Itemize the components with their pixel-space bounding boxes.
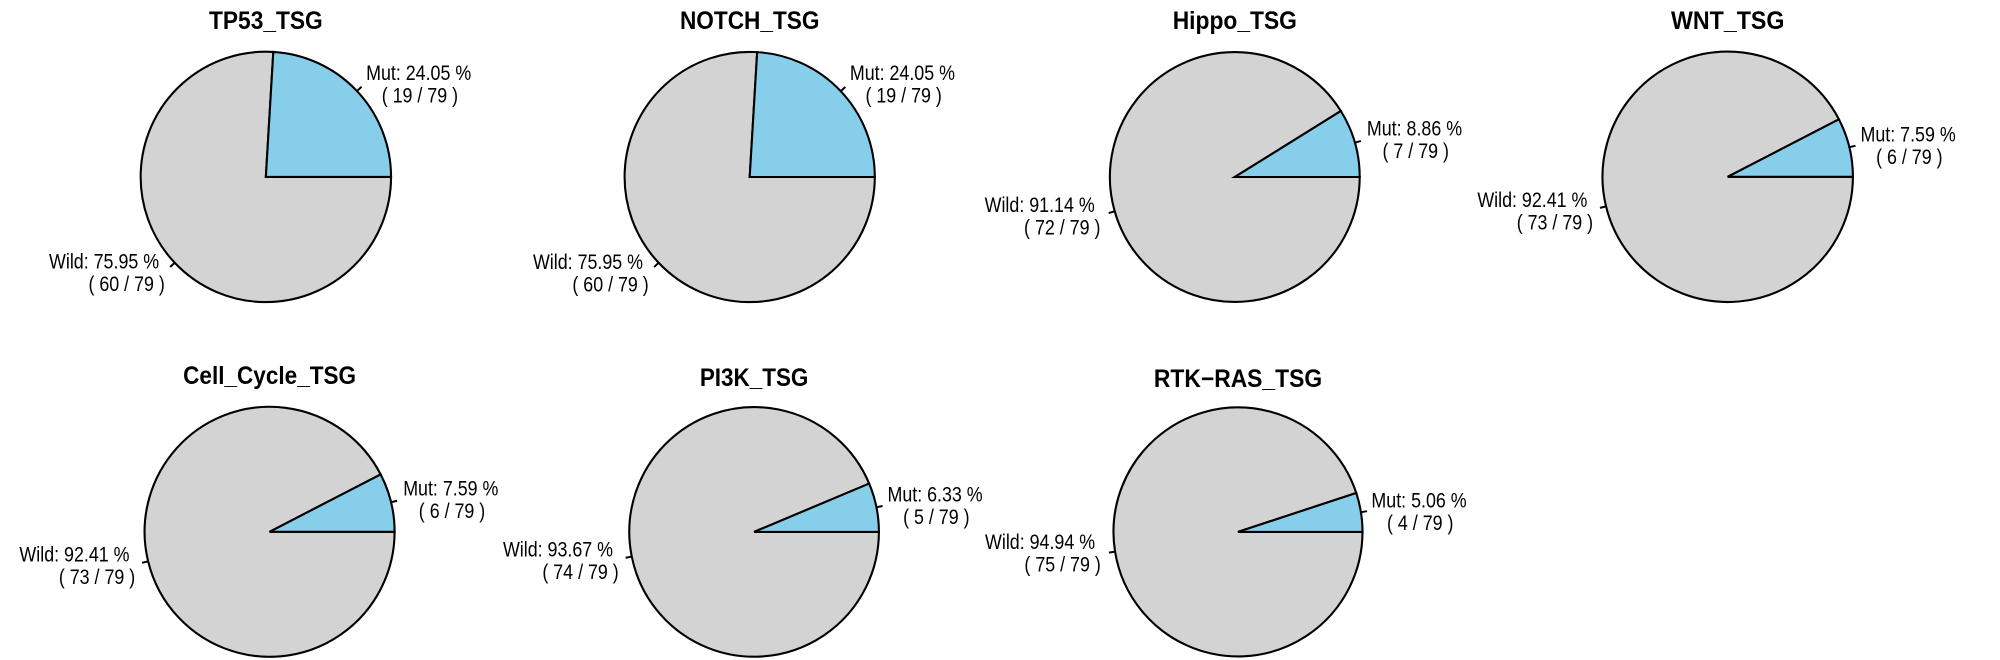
svg-text:( 19 / 79 ): ( 19 / 79 ) [382,84,458,108]
svg-text:( 74 / 79 ): ( 74 / 79 ) [542,560,618,584]
svg-text:NOTCH_TSG: NOTCH_TSG [680,8,820,35]
svg-text:Wild: 93.67 %: Wild: 93.67 % [503,538,613,562]
svg-text:( 60 / 79 ): ( 60 / 79 ) [88,273,164,297]
svg-text:Wild: 75.95 %: Wild: 75.95 % [49,250,159,274]
svg-text:RTK−RAS_TSG: RTK−RAS_TSG [1154,366,1322,393]
svg-text:( 6 / 79 ): ( 6 / 79 ) [419,500,485,524]
svg-text:( 75 / 79 ): ( 75 / 79 ) [1024,553,1100,577]
svg-text:Wild: 92.41 %: Wild: 92.41 % [19,543,129,567]
svg-text:TP53_TSG: TP53_TSG [209,8,323,35]
svg-text:( 7 / 79 ): ( 7 / 79 ) [1382,140,1448,164]
svg-text:( 6 / 79 ): ( 6 / 79 ) [1876,146,1942,170]
svg-text:Wild: 92.41 %: Wild: 92.41 % [1477,188,1587,212]
svg-text:Mut: 7.59 %: Mut: 7.59 % [403,477,498,501]
svg-text:Mut: 5.06 %: Mut: 5.06 % [1371,489,1466,513]
svg-text:Wild: 94.94 %: Wild: 94.94 % [985,531,1095,555]
svg-text:Wild: 75.95 %: Wild: 75.95 % [533,250,643,274]
svg-text:( 73 / 79 ): ( 73 / 79 ) [1517,211,1593,235]
svg-text:Mut: 24.05 %: Mut: 24.05 % [850,62,955,86]
svg-text:PI3K_TSG: PI3K_TSG [700,364,809,391]
svg-text:Mut: 24.05 %: Mut: 24.05 % [366,61,471,85]
svg-text:Mut: 6.33 %: Mut: 6.33 % [887,483,982,507]
svg-text:Mut: 8.86 %: Mut: 8.86 % [1367,117,1462,141]
svg-text:WNT_TSG: WNT_TSG [1671,7,1784,35]
svg-text:( 72 / 79 ): ( 72 / 79 ) [1024,216,1100,240]
svg-text:Wild: 91.14 %: Wild: 91.14 % [985,194,1095,218]
svg-text:( 4 / 79 ): ( 4 / 79 ) [1387,512,1453,536]
svg-text:( 73 / 79 ): ( 73 / 79 ) [59,566,135,590]
svg-text:Hippo_TSG: Hippo_TSG [1173,8,1297,35]
svg-text:Mut: 7.59 %: Mut: 7.59 % [1861,123,1956,147]
svg-text:Cell_Cycle_TSG: Cell_Cycle_TSG [183,363,356,390]
svg-text:( 60 / 79 ): ( 60 / 79 ) [572,273,648,297]
svg-text:( 5 / 79 ): ( 5 / 79 ) [903,505,969,529]
svg-text:( 19 / 79 ): ( 19 / 79 ) [865,84,941,108]
